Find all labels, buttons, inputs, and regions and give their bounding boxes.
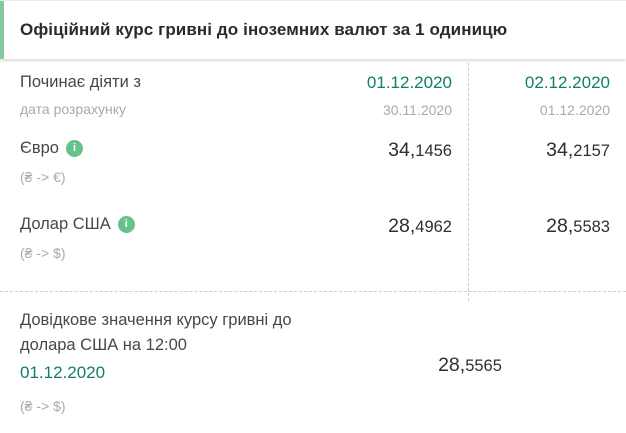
eur-rate-col-2: 34,2157 bbox=[468, 139, 626, 162]
eur-rate-2: 34,2157 bbox=[468, 139, 610, 162]
effective-date-1: 01.12.2020 bbox=[366, 73, 452, 92]
reference-value-area: 28,5565 bbox=[354, 308, 626, 414]
section-divider-dashed bbox=[0, 291, 626, 292]
eur-rate-1-int: 34, bbox=[388, 139, 416, 161]
eur-rate-1-frac: 1456 bbox=[415, 142, 452, 160]
info-icon[interactable]: i bbox=[65, 140, 83, 157]
calculation-date-1: 30.11.2020 bbox=[382, 102, 452, 118]
date-col-1: 01.12.2020 30.11.2020 bbox=[312, 73, 468, 118]
column-divider-dashed bbox=[468, 63, 469, 301]
card-header: Офіційний курс гривні до іноземних валют… bbox=[0, 1, 626, 59]
usd-rate-col-2: 28,5583 bbox=[468, 215, 626, 238]
eur-currency-name: Євро bbox=[20, 139, 59, 157]
reference-rate-frac: 5565 bbox=[465, 357, 502, 375]
eur-rate-col-1: 34,1456 bbox=[312, 139, 468, 162]
usd-rate-col-1: 28,4962 bbox=[312, 215, 468, 238]
usd-currency-line: Долар США i bbox=[20, 215, 312, 234]
calculation-date-label: дата розрахунку bbox=[20, 101, 126, 117]
reference-rate-value: 28,5565 bbox=[438, 354, 502, 377]
eur-rate-1: 34,1456 bbox=[312, 139, 452, 162]
reference-label: Довідкове значення курсу гривні до долар… bbox=[20, 311, 292, 354]
eur-currency-line: Євро i bbox=[20, 139, 312, 158]
eur-labels: Євро i (₴ -> €) bbox=[0, 139, 312, 185]
rate-row-eur: Євро i (₴ -> €) 34,1456 34,2157 bbox=[0, 139, 626, 215]
usd-rate-1-frac: 4962 bbox=[415, 218, 452, 236]
effective-date-2: 02.12.2020 bbox=[524, 73, 610, 92]
usd-labels: Долар США i (₴ -> $) bbox=[0, 215, 312, 261]
effective-date-label: Починає діяти з bbox=[20, 73, 141, 91]
date-row-labels: Починає діяти з дата розрахунку bbox=[0, 73, 312, 117]
usd-rate-2-int: 28, bbox=[546, 215, 574, 237]
usd-currency-name: Долар США bbox=[20, 215, 111, 233]
usd-rate-1-int: 28, bbox=[388, 215, 416, 237]
eur-rate-2-int: 34, bbox=[546, 139, 574, 161]
eur-rate-2-frac: 2157 bbox=[573, 142, 610, 160]
date-col-2: 02.12.2020 01.12.2020 bbox=[468, 73, 626, 118]
rate-row-usd: Долар США i (₴ -> $) 28,4962 28,5583 bbox=[0, 215, 626, 291]
reference-date: 01.12.2020 bbox=[20, 363, 106, 382]
usd-rate-1: 28,4962 bbox=[312, 215, 452, 238]
green-accent-bar bbox=[0, 1, 4, 59]
usd-pair-label: (₴ -> $) bbox=[20, 245, 66, 261]
reference-pair-label: (₴ -> $) bbox=[20, 398, 66, 414]
usd-rate-2: 28,5583 bbox=[468, 215, 610, 238]
reference-labels: Довідкове значення курсу гривні до долар… bbox=[0, 308, 354, 414]
reference-rate-int: 28, bbox=[438, 354, 466, 376]
calculation-date-2: 01.12.2020 bbox=[539, 102, 610, 118]
usd-rate-2-frac: 5583 bbox=[573, 218, 610, 236]
rates-table: Починає діяти з дата розрахунку 01.12.20… bbox=[0, 59, 626, 301]
card-title: Офіційний курс гривні до іноземних валют… bbox=[20, 20, 508, 39]
info-icon[interactable]: i bbox=[117, 216, 135, 233]
eur-pair-label: (₴ -> €) bbox=[20, 169, 66, 185]
reference-section: Довідкове значення курсу гривні до долар… bbox=[0, 292, 626, 414]
effective-date-row: Починає діяти з дата розрахунку 01.12.20… bbox=[0, 73, 626, 139]
